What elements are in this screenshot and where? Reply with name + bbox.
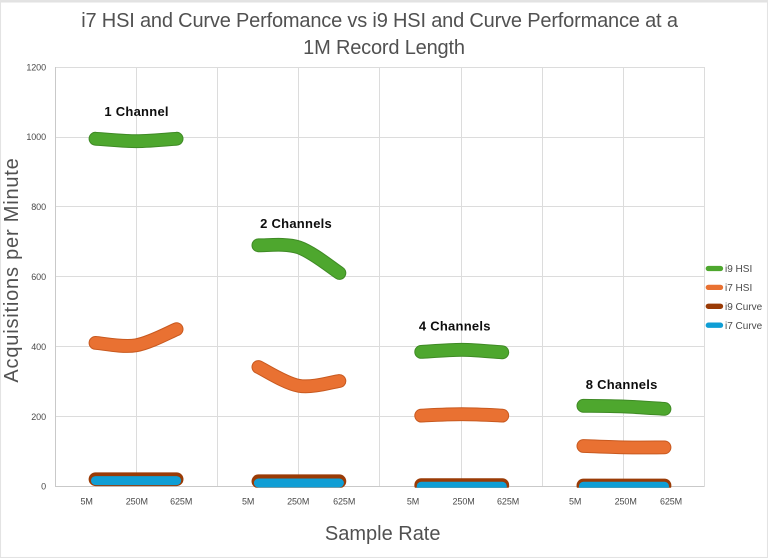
svg-text:i7 HSI: i7 HSI bbox=[725, 283, 752, 294]
svg-text:5M: 5M bbox=[242, 496, 254, 506]
svg-text:625M: 625M bbox=[497, 496, 519, 506]
svg-text:5M: 5M bbox=[80, 496, 92, 506]
svg-text:Sample Rate: Sample Rate bbox=[325, 523, 441, 545]
svg-text:800: 800 bbox=[31, 202, 46, 212]
svg-text:625M: 625M bbox=[170, 496, 192, 506]
svg-text:i7 Curve: i7 Curve bbox=[725, 321, 763, 332]
svg-text:600: 600 bbox=[31, 272, 46, 282]
svg-text:8 Channels: 8 Channels bbox=[586, 377, 658, 392]
svg-text:400: 400 bbox=[31, 342, 46, 352]
svg-text:1200: 1200 bbox=[26, 62, 46, 72]
svg-text:4 Channels: 4 Channels bbox=[419, 319, 491, 334]
svg-text:i9 Curve: i9 Curve bbox=[725, 302, 763, 313]
svg-text:250M: 250M bbox=[453, 496, 475, 506]
svg-text:250M: 250M bbox=[126, 496, 148, 506]
svg-text:1 Channel: 1 Channel bbox=[104, 104, 168, 119]
svg-text:625M: 625M bbox=[660, 496, 682, 506]
svg-text:0: 0 bbox=[41, 482, 46, 492]
svg-text:Acquisitions per Minute: Acquisitions per Minute bbox=[1, 157, 23, 382]
svg-text:250M: 250M bbox=[287, 496, 309, 506]
svg-text:5M: 5M bbox=[407, 496, 419, 506]
svg-text:5M: 5M bbox=[569, 496, 581, 506]
svg-text:1000: 1000 bbox=[26, 132, 46, 142]
svg-text:200: 200 bbox=[31, 412, 46, 422]
svg-text:i9 HSI: i9 HSI bbox=[725, 264, 752, 275]
svg-text:i7 HSI and Curve Perfomance vs: i7 HSI and Curve Perfomance vs i9 HSI an… bbox=[81, 10, 679, 32]
svg-text:1M Record Length: 1M Record Length bbox=[303, 37, 465, 59]
svg-text:625M: 625M bbox=[333, 496, 355, 506]
svg-text:2 Channels: 2 Channels bbox=[260, 216, 332, 231]
svg-text:250M: 250M bbox=[615, 496, 637, 506]
